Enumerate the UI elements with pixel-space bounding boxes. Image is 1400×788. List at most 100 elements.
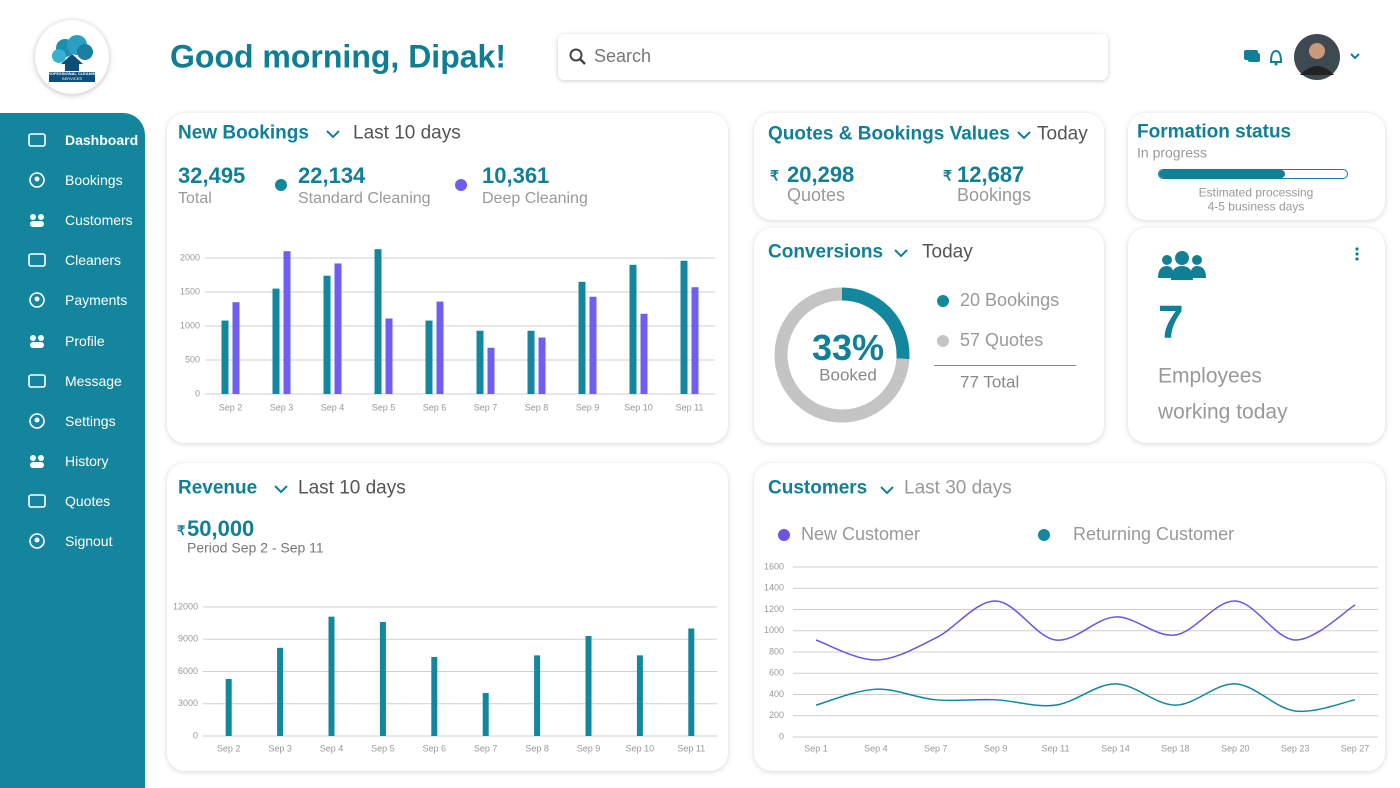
x-tick-label: Sep 9 — [577, 743, 601, 753]
nav-icon — [30, 334, 44, 348]
people-icon — [1158, 251, 1206, 280]
bar — [334, 263, 342, 394]
period[interactable]: Last 10 days — [298, 477, 406, 499]
nav-icon — [29, 292, 45, 309]
card — [167, 463, 728, 771]
total-value: 77 — [960, 372, 979, 392]
y-tick-label: 800 — [769, 646, 784, 656]
bar — [374, 249, 382, 394]
bar — [476, 330, 484, 394]
nav-item[interactable]: Signout — [0, 526, 145, 556]
nav-item[interactable]: Cleaners — [0, 245, 145, 275]
nav-label: Profile — [65, 332, 105, 349]
revenue-total: 50,000 — [187, 515, 255, 541]
nav-item[interactable]: Settings — [0, 406, 145, 436]
period[interactable]: Today — [1037, 123, 1088, 145]
x-tick-label: Sep 27 — [1341, 743, 1370, 753]
x-tick-label: Sep 5 — [371, 743, 395, 753]
y-tick-label: 3000 — [178, 698, 198, 708]
x-tick-label: Sep 4 — [864, 743, 888, 753]
bar — [527, 330, 535, 394]
chevrons[interactable] — [274, 130, 1031, 495]
nav-item[interactable]: Customers — [0, 205, 145, 235]
bar — [589, 296, 597, 394]
card-title: Conversions — [768, 241, 884, 263]
nav-icon — [28, 373, 46, 388]
x-tick-label: Sep 11 — [677, 743, 705, 753]
stat-label: Quotes — [787, 185, 846, 206]
x-tick-label: Sep 3 — [270, 402, 294, 412]
x-tick-label: Sep 8 — [525, 402, 549, 412]
y-tick-label: 500 — [185, 354, 200, 364]
x-tick-label: Sep 3 — [268, 743, 292, 753]
note: 4-5 business days — [1207, 199, 1305, 214]
y-tick-label: 0 — [195, 388, 200, 398]
total: 77 Total — [960, 372, 1020, 393]
legend-value: 20 — [960, 290, 981, 311]
bar — [640, 313, 648, 394]
note: Estimated processing — [1198, 185, 1314, 200]
stat-value: 12,687 — [957, 161, 1025, 187]
bell-icon[interactable] — [1269, 49, 1283, 66]
x-tick-label: Sep 18 — [1161, 743, 1190, 753]
search-box[interactable]: Search — [558, 34, 1108, 80]
nav-item[interactable]: Quotes — [0, 486, 145, 516]
nav-item[interactable]: Profile — [0, 326, 145, 356]
nav-icon — [30, 214, 44, 228]
bar — [482, 692, 489, 736]
progress-fill — [1159, 170, 1285, 178]
logo[interactable]: PROFESSIONAL CLEANING SERVICES — [35, 20, 109, 94]
nav-label: Cleaners — [65, 252, 122, 269]
chat-icon[interactable] — [1244, 50, 1260, 62]
logo-text: SERVICES — [61, 75, 83, 81]
y-tick-label: 400 — [769, 689, 784, 699]
period[interactable]: Last 30 days — [904, 477, 1012, 499]
bar — [680, 260, 688, 394]
center-caption: Booked — [819, 365, 877, 385]
nav-item[interactable]: Bookings — [0, 165, 145, 195]
progress-track — [1158, 169, 1348, 179]
menu-icon[interactable] — [1354, 247, 1360, 261]
logo-text: PROFESSIONAL CLEANING — [45, 70, 99, 76]
nav-icon — [28, 494, 46, 508]
period[interactable]: Today — [922, 241, 973, 263]
sidebar — [0, 113, 145, 788]
nav-icon — [29, 412, 45, 429]
total-label: Total — [983, 372, 1020, 392]
bar — [225, 679, 232, 736]
period[interactable]: Last 10 days — [353, 122, 461, 144]
card-title: Customers — [768, 477, 868, 499]
nav-item[interactable]: Payments — [0, 285, 145, 315]
bar — [221, 320, 229, 394]
x-tick-label: Sep 4 — [320, 743, 344, 753]
x-tick-label: Sep 14 — [1101, 743, 1130, 753]
stat-value: 20,298 — [787, 161, 855, 187]
nav-icon — [29, 533, 45, 549]
y-tick-label: 1200 — [764, 604, 784, 614]
nav-label: Quotes — [65, 492, 111, 509]
bar — [534, 655, 541, 736]
card — [754, 113, 1104, 220]
nav-label: Bookings — [65, 172, 123, 189]
nav-icon — [28, 133, 46, 147]
header-icons — [1244, 34, 1360, 80]
currency: ₹ — [770, 167, 779, 184]
chevron[interactable] — [1350, 53, 1360, 60]
card — [1128, 228, 1385, 443]
avatar[interactable] — [1294, 34, 1340, 80]
y-tick-label: 6000 — [178, 666, 198, 676]
legend-dot — [275, 179, 287, 191]
bar — [578, 281, 586, 394]
y-tick-label: 1400 — [764, 583, 784, 593]
bar — [328, 616, 335, 736]
x-tick-label: Sep 10 — [624, 402, 653, 412]
x-tick-label: Sep 11 — [1042, 743, 1070, 753]
legend-dot — [937, 335, 949, 347]
nav-item[interactable]: Dashboard — [0, 125, 145, 155]
bar — [272, 288, 280, 394]
nav-item[interactable]: History — [0, 446, 145, 476]
y-tick-label: 1500 — [180, 286, 200, 296]
nav-item[interactable]: Message — [0, 366, 145, 396]
x-tick-label: Sep 7 — [474, 743, 498, 753]
